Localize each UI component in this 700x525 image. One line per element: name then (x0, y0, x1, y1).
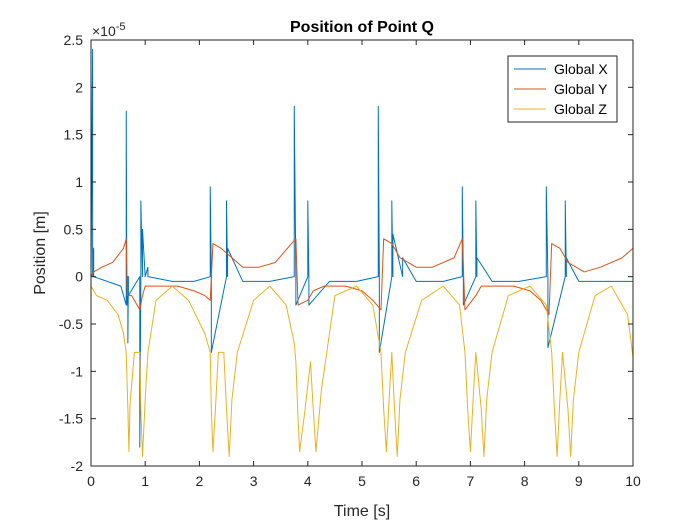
y-tick-label: -0.5 (59, 316, 83, 332)
y-tick-label: 2.5 (64, 32, 84, 48)
y-tick-label: -1.5 (59, 411, 83, 427)
x-axis-label: Time [s] (334, 503, 390, 520)
y-tick-label: -1 (71, 363, 84, 379)
series-layer (90, 48, 634, 458)
y-tick-label: 0 (75, 269, 83, 285)
x-tick-label: 7 (467, 473, 475, 489)
exponent-base: ×10 (92, 23, 116, 39)
x-tick-label: 6 (412, 473, 420, 489)
x-tick-label: 10 (625, 473, 641, 489)
x-tick-label: 1 (141, 473, 149, 489)
x-tick-label: 3 (250, 473, 258, 489)
exponent-power: -5 (116, 21, 126, 33)
legend-label-global-z: Global Z (554, 101, 607, 117)
x-tick-label: 5 (358, 473, 366, 489)
y-tick-label: 1.5 (64, 127, 84, 143)
y-tick-label: 1 (75, 174, 83, 190)
y-exponent-label: ×10-5 (92, 21, 126, 39)
y-tick-label: 2 (75, 79, 83, 95)
series-line-global-z (90, 285, 634, 458)
chart-title: Position of Point Q (290, 19, 434, 36)
y-axis-label: Position [m] (32, 211, 49, 295)
series-line-global-y (90, 238, 634, 316)
y-tick-label: 0.5 (64, 221, 84, 237)
ticks-layer: 0 1 2 3 4 5 6 7 8 9 10 -2 -1.5 -1 -0.5 0 0.5 1 1.5 2 2.5 (59, 32, 641, 489)
legend-label-global-y: Global Y (554, 81, 608, 97)
legend-label-global-x: Global X (554, 61, 608, 77)
x-tick-label: 4 (304, 473, 312, 489)
series-line-global-x (90, 48, 633, 448)
x-tick-label: 0 (87, 473, 95, 489)
x-tick-label: 8 (521, 473, 529, 489)
x-tick-label: 9 (575, 473, 583, 489)
x-tick-label: 2 (196, 473, 204, 489)
legend: Global X Global Y Global Z (507, 55, 618, 123)
y-tick-label: -2 (71, 458, 84, 474)
